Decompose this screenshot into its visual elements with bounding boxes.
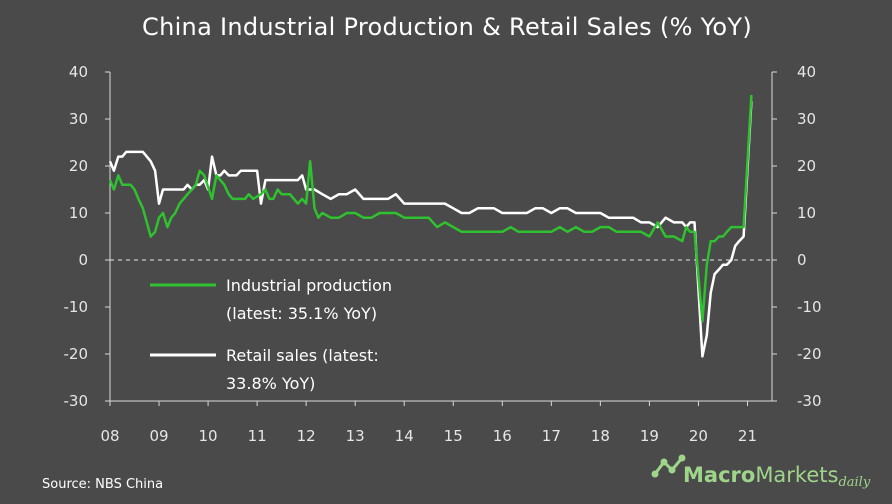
y-tick-label-right: 20	[797, 157, 816, 175]
y-tick-label-left: -10	[64, 298, 89, 316]
legend-label: Industrial production	[226, 276, 392, 295]
y-tick-label-left: 10	[69, 204, 88, 222]
x-tick-label: 18	[591, 427, 610, 445]
x-tick-label: 09	[149, 427, 168, 445]
x-tick-label: 15	[444, 427, 463, 445]
x-tick-label: 17	[542, 427, 561, 445]
y-tick-label-right: 10	[797, 204, 816, 222]
legend-label: 33.8% YoY)	[226, 374, 315, 393]
legend: Industrial production (latest: 35.1% YoY)…	[150, 276, 392, 393]
y-tick-label-right: -20	[797, 345, 822, 363]
x-tick-label: 21	[738, 427, 757, 445]
logo-part-markets: Markets	[755, 463, 838, 487]
x-tick-label: 20	[689, 427, 708, 445]
y-tick-label-right: 30	[797, 110, 816, 128]
logo-part-daily: daily	[838, 475, 870, 490]
x-tick-label: 10	[199, 427, 218, 445]
x-tick-label: 16	[493, 427, 512, 445]
y-tick-label-left: 0	[78, 251, 88, 269]
series-layer	[108, 94, 753, 358]
x-tick-label: 11	[248, 427, 267, 445]
x-tick-label: 13	[346, 427, 365, 445]
y-tick-label-right: 0	[797, 251, 807, 269]
y-tick-label-left: 40	[69, 63, 88, 81]
logo-part-macro: Macro	[683, 463, 755, 487]
svg-text:MacroMarketsdaily: MacroMarketsdaily	[683, 463, 871, 490]
x-tick-label: 08	[100, 427, 119, 445]
y-tick-label-right: 40	[797, 63, 816, 81]
series-line	[108, 94, 753, 323]
y-tick-label-left: 20	[69, 157, 88, 175]
y-tick-label-left: -20	[64, 345, 89, 363]
y-tick-label-right: -30	[797, 392, 822, 410]
x-tick-label: 12	[297, 427, 316, 445]
source-note: Source: NBS China	[42, 477, 163, 492]
legend-label: Retail sales (latest:	[226, 346, 379, 365]
y-tick-label-left: 30	[69, 110, 88, 128]
axes: 40 40 30 30 20 20 10 10 0 0 -10 -10 -20 -20 -30 -30 08 09…	[64, 63, 822, 445]
legend-label: (latest: 35.1% YoY)	[226, 304, 377, 323]
y-tick-label-left: -30	[64, 392, 89, 410]
chart-title: China Industrial Production & Retail Sal…	[142, 13, 752, 41]
x-tick-label: 14	[395, 427, 414, 445]
y-tick-label-right: -10	[797, 298, 822, 316]
chart-logo-icon	[651, 454, 686, 478]
brand-logo: MacroMarketsdaily	[651, 454, 871, 490]
x-tick-label: 19	[640, 427, 659, 445]
